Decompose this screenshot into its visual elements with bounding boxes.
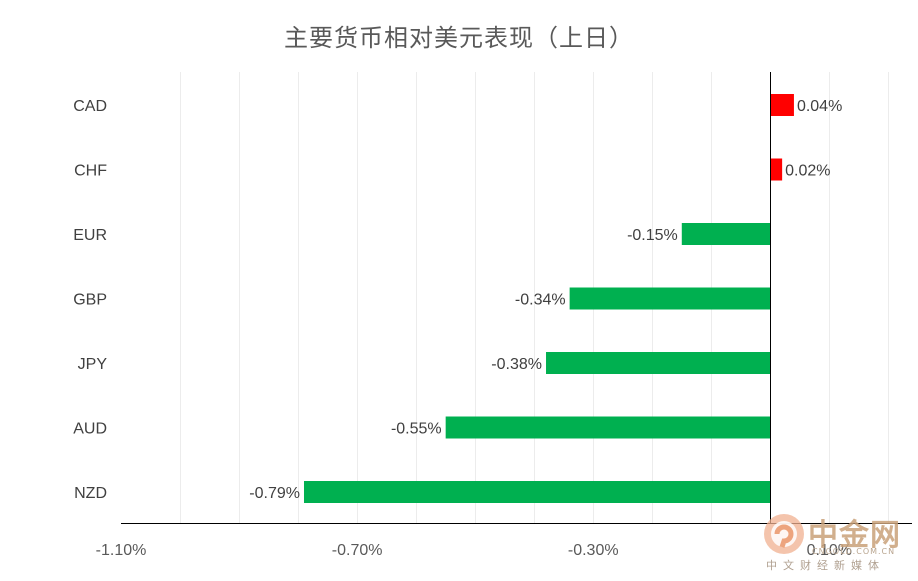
chart-title: 主要货币相对美元表现（上日） [284, 24, 634, 52]
cngold-watermark: 中金网 CNGOLD.COM.CN 中文财经新媒体 [760, 510, 910, 574]
data-label: 0.04% [797, 98, 842, 115]
bar-nzd [303, 481, 771, 503]
bar-gbp [569, 287, 771, 310]
category-label: AUD [73, 421, 107, 438]
watermark-brand: 中金网 [808, 518, 901, 553]
bars [303, 94, 794, 503]
data-label: 0.02% [785, 163, 830, 180]
bar-aud [445, 416, 771, 439]
labels: CAD 0.04% CHF 0.02% EUR -0.15% GBP -0.34% JPY -0.… [73, 98, 852, 559]
x-tick-label: -0.30% [568, 542, 619, 559]
data-label: -0.15% [627, 227, 678, 244]
cngold-logo-icon [764, 514, 804, 554]
data-label: -0.34% [515, 292, 566, 309]
bar-jpy [546, 352, 771, 374]
data-label: -0.55% [391, 421, 442, 438]
category-label: EUR [73, 227, 107, 244]
category-label: NZD [74, 485, 107, 502]
category-label: CHF [74, 163, 107, 180]
category-label: JPY [78, 356, 108, 373]
category-label: CAD [73, 98, 107, 115]
category-label: GBP [73, 292, 107, 309]
watermark-tagline: 中文财经新媒体 [766, 559, 885, 572]
watermark-domain: CNGOLD.COM.CN [812, 547, 896, 556]
data-label: -0.38% [491, 356, 542, 373]
bar-eur [681, 223, 771, 245]
x-tick-label: 0.10% [807, 542, 852, 559]
x-tick-label: -0.70% [332, 542, 383, 559]
x-tick-label: -1.10% [96, 542, 147, 559]
bar-chf [770, 158, 783, 181]
bar-cad [770, 94, 794, 116]
data-label: -0.79% [249, 485, 300, 502]
